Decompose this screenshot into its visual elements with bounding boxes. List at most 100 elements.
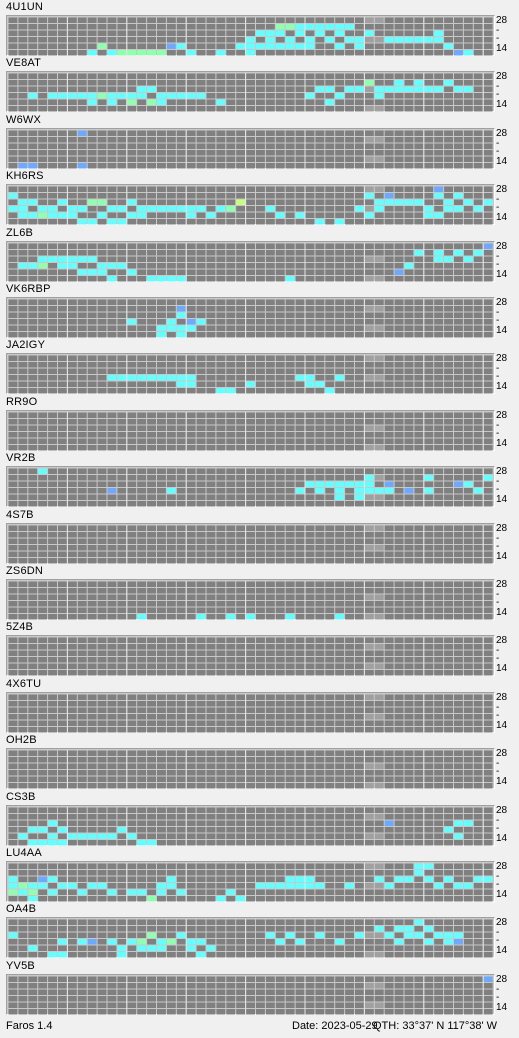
empty-cell (196, 299, 206, 305)
empty-cell (463, 833, 473, 839)
empty-cell (404, 212, 414, 219)
empty-cell (8, 770, 18, 776)
empty-cell (434, 438, 444, 444)
scale-bottom-label: 14 (496, 43, 508, 54)
empty-cell (206, 431, 216, 438)
empty-cell (166, 726, 176, 733)
empty-cell (404, 50, 414, 56)
empty-cell (127, 30, 137, 36)
empty-cell (444, 720, 453, 726)
empty-cell (166, 763, 176, 770)
empty-cell (345, 319, 354, 325)
empty-cell (285, 243, 295, 249)
empty-cell (374, 156, 384, 162)
empty-cell (166, 544, 176, 551)
empty-cell (374, 269, 384, 275)
empty-cell (196, 538, 206, 544)
empty-cell (77, 896, 87, 902)
empty-cell (404, 381, 414, 388)
empty-cell (147, 299, 156, 305)
empty-cell (166, 525, 176, 531)
empty-cell (166, 332, 176, 338)
empty-cell (236, 468, 246, 475)
empty-cell (176, 262, 186, 269)
empty-cell (265, 362, 275, 368)
empty-cell (444, 299, 453, 305)
detection-cell (295, 876, 305, 882)
detection-cell (107, 206, 117, 212)
empty-cell (137, 813, 147, 820)
empty-cell (246, 820, 255, 826)
empty-cell (157, 212, 166, 219)
empty-cell (384, 375, 394, 381)
empty-cell (444, 468, 453, 475)
empty-cell (275, 368, 285, 375)
empty-cell (414, 17, 424, 23)
detection-cell (305, 93, 315, 99)
empty-cell (345, 93, 354, 99)
empty-cell (246, 757, 255, 763)
empty-cell (384, 299, 394, 305)
empty-cell (8, 601, 18, 607)
detection-cell (97, 269, 107, 275)
detection-cell (285, 876, 295, 882)
detection-cell (186, 375, 196, 381)
empty-cell (265, 588, 275, 594)
empty-cell (473, 607, 483, 613)
empty-cell (473, 43, 483, 49)
empty-cell (107, 475, 117, 481)
detection-cell (256, 883, 265, 889)
empty-cell (8, 355, 18, 362)
empty-cell (404, 136, 414, 143)
empty-cell (226, 431, 236, 438)
empty-cell (107, 763, 117, 770)
empty-cell (28, 312, 38, 318)
empty-cell (384, 663, 394, 670)
empty-cell (473, 388, 483, 394)
empty-cell (196, 863, 206, 869)
empty-cell (364, 362, 374, 368)
empty-cell (295, 299, 305, 305)
empty-cell (454, 136, 463, 143)
empty-cell (463, 375, 473, 381)
empty-cell (285, 306, 295, 312)
empty-cell (305, 820, 315, 826)
empty-cell (424, 199, 434, 206)
empty-cell (256, 418, 265, 425)
empty-cell (216, 418, 226, 425)
empty-cell (265, 312, 275, 318)
empty-cell (58, 24, 67, 30)
empty-cell (355, 73, 364, 80)
empty-cell (87, 557, 97, 564)
empty-cell (117, 833, 127, 839)
empty-cell (8, 488, 18, 494)
empty-cell (305, 332, 315, 338)
empty-cell (117, 99, 127, 106)
empty-cell (77, 50, 87, 56)
empty-cell (18, 431, 28, 438)
detection-cell (127, 50, 137, 56)
empty-cell (463, 332, 473, 338)
empty-cell (295, 694, 305, 700)
scale-top-label: 28 (496, 240, 508, 252)
empty-cell (315, 776, 325, 783)
empty-cell (186, 193, 196, 199)
empty-cell (414, 757, 424, 763)
empty-cell (424, 557, 434, 564)
empty-cell (355, 813, 364, 820)
empty-cell (355, 106, 364, 112)
detection-cell (483, 243, 493, 249)
empty-cell (424, 650, 434, 657)
empty-cell (434, 468, 444, 475)
empty-cell (18, 219, 28, 225)
empty-cell (483, 707, 493, 713)
empty-cell (97, 193, 107, 199)
empty-cell (275, 130, 285, 136)
empty-cell (355, 431, 364, 438)
empty-cell (315, 813, 325, 820)
empty-cell (97, 813, 107, 820)
empty-cell (364, 375, 374, 381)
empty-cell (117, 813, 127, 820)
empty-cell (345, 206, 354, 212)
empty-cell (246, 143, 255, 149)
